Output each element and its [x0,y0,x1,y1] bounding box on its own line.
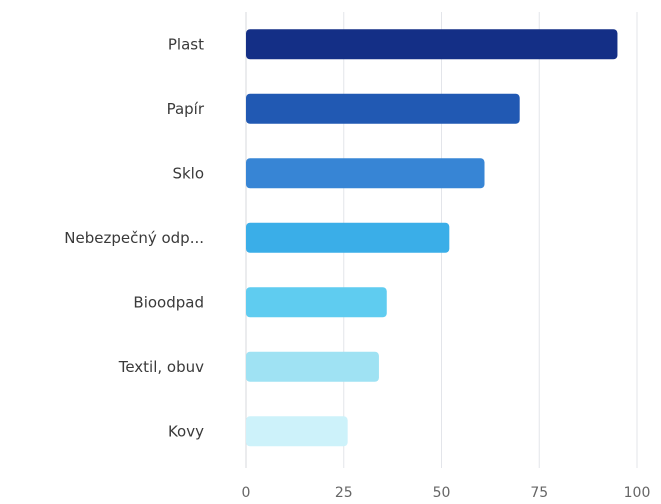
bar-2 [246,93,520,124]
x-tick-label-100: 100 [624,485,651,501]
category-label-3: Sklo [172,164,204,182]
tick-labels: 0 25 50 75 100 [242,485,651,501]
category-label-5: Bioodpad [133,293,204,311]
category-label-1: Plast [168,35,204,53]
bar-7 [246,416,348,447]
bar-1 [246,29,618,60]
bar-6 [246,351,379,382]
category-label-6: Textil, obuv [118,358,204,376]
category-labels: Plast Papír Sklo Nebezpečný odp... Bioodpad T… [64,35,205,440]
category-label-7: Kovy [168,422,204,440]
x-tick-label-0: 0 [242,485,251,501]
category-label-2: Papír [167,100,205,118]
x-tick-label-25: 25 [335,485,353,501]
x-tick-label-75: 75 [530,485,548,501]
category-label-4: Nebezpečný odp... [64,229,204,247]
bars [246,29,618,447]
bar-5 [246,287,387,318]
bar-3 [246,158,485,189]
x-tick-label-50: 50 [433,485,451,501]
bar-4 [246,222,450,253]
